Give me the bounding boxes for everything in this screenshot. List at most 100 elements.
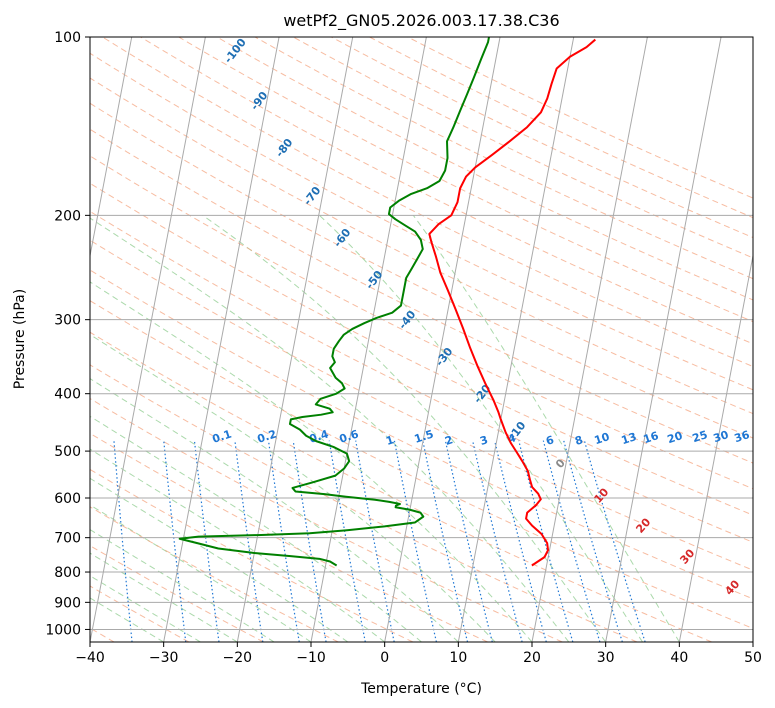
mixing-ratio-lines: [113, 440, 646, 642]
dewpoint-profile-line: [178, 37, 490, 567]
isotherm-line: [605, 37, 722, 642]
x-tick-label: 10: [449, 650, 467, 666]
dry-adiabat: [90, 269, 753, 600]
plot-frame: [89, 36, 754, 643]
isotherm-line: [90, 37, 206, 642]
isotherm-line: [236, 37, 354, 642]
mixing-ratio-label: 16: [642, 429, 661, 446]
dry-adiabat: [139, 37, 753, 345]
dry-adiabat: [90, 52, 753, 391]
mixing-ratio-label: 1.5: [413, 427, 436, 445]
moist-adiabat: [90, 575, 201, 642]
dry-adiabat: [90, 468, 414, 642]
isotherm-line: [90, 37, 133, 259]
mixing-ratio-label: 6: [544, 433, 556, 448]
x-tick-label: −30: [149, 650, 179, 666]
moist-adiabat: [90, 529, 275, 642]
mixing-ratio-line: [518, 440, 574, 642]
pressure-gridlines: [90, 37, 753, 630]
mixing-ratio-line: [113, 440, 133, 642]
moist-adiabat: [412, 215, 680, 642]
chart-title: wetPf2_GN05.2026.003.17.38.C36: [283, 11, 559, 31]
y-tick-label: 1000: [45, 622, 81, 638]
mixing-ratio-line: [444, 440, 493, 642]
dry-adiabat: [90, 182, 753, 516]
mixing-ratio-line: [583, 440, 646, 642]
isotherm-line: [163, 37, 280, 642]
moist-adiabat: [90, 448, 385, 642]
mixing-ratio-line: [292, 440, 327, 642]
isotherm-line: [531, 37, 648, 642]
y-tick-label: 400: [54, 387, 81, 403]
mixing-ratio-line: [472, 440, 523, 642]
mixing-ratio-line: [267, 440, 300, 642]
mixing-ratio-label: 36: [733, 428, 752, 445]
x-tick-label: 40: [670, 650, 688, 666]
y-tick-label: 600: [54, 491, 81, 507]
dry-adiabat: [90, 128, 753, 464]
dry-adiabat: [90, 300, 753, 630]
y-axis-ticks: 1000 900 800 700 600 500 400 300 200 100: [45, 30, 90, 638]
mixing-ratio-line: [193, 440, 220, 642]
y-tick-label: 100: [54, 30, 81, 46]
x-tick-label: −40: [75, 650, 105, 666]
mixing-ratio-line: [328, 440, 366, 642]
moist-adiabat: [90, 597, 164, 642]
x-tick-label: −20: [223, 650, 253, 666]
moist-adiabat: [90, 378, 459, 642]
mixing-ratio-line: [422, 440, 469, 642]
temperature-profile-line: [428, 38, 596, 567]
y-tick-label: 300: [54, 313, 81, 329]
mixing-ratio-label: 13: [620, 430, 639, 447]
mixing-ratio-line: [494, 440, 547, 642]
mixing-ratio-line: [563, 440, 623, 642]
dry-adiabat: [90, 102, 753, 439]
mixing-ratio-label: 8: [573, 433, 584, 448]
moist-adiabat: [90, 504, 312, 642]
y-tick-label: 700: [54, 531, 81, 547]
mixing-ratio-line: [234, 440, 264, 642]
dry-adiabats: [90, 37, 753, 642]
y-tick-label: 800: [54, 565, 81, 581]
dry-adiabat: [90, 77, 753, 415]
isotherm-line: [457, 37, 575, 642]
x-tick-label: −10: [296, 650, 326, 666]
x-tick-label: 30: [597, 650, 615, 666]
moist-adiabat: [319, 214, 643, 642]
plot-area: -100-90-80-70-60-50-40-30-20-100.1 0.2 0.4…: [90, 37, 753, 642]
dry-adiabat: [90, 239, 753, 571]
dry-adiabat: [101, 37, 753, 368]
moist-adiabat: [202, 214, 607, 642]
mixing-ratio-line: [393, 440, 438, 642]
x-tick-label: 20: [523, 650, 541, 666]
x-tick-label: 50: [744, 650, 762, 666]
mixing-ratio-label: 25: [691, 428, 710, 445]
mixing-ratio-label: 10: [593, 430, 612, 447]
x-axis-ticks: −40 −30 −20 −10 0 10 20 30 40 50: [75, 642, 762, 666]
mixing-ratio-label: 0.4: [308, 427, 331, 445]
isotherm-line: [310, 37, 427, 642]
moist-adiabat: [90, 333, 496, 642]
dry-adiabat: [90, 432, 488, 642]
y-tick-label: 500: [54, 444, 81, 460]
mixing-ratio-label: 0.6: [338, 427, 361, 445]
moist-adiabat: [90, 217, 570, 642]
y-axis-label: Pressure (hPa): [12, 289, 28, 389]
profile-series: [178, 37, 596, 567]
skewed-isotherms: [90, 37, 753, 642]
y-tick-label: 200: [54, 208, 81, 224]
x-axis-label: Temperature (°C): [360, 681, 482, 697]
dry-adiabat: [90, 331, 712, 642]
mixing-ratio-label: 4: [506, 431, 518, 446]
mixing-ratio-label: 0.2: [256, 427, 279, 445]
dry-adiabat: [90, 155, 753, 490]
mixing-ratio-label: 3: [478, 433, 489, 448]
mixing-ratio-line: [163, 440, 187, 642]
moist-adiabat: [90, 552, 238, 642]
mixing-ratio-label: 0.1: [211, 427, 234, 445]
mixing-ratio-line: [542, 440, 601, 642]
isotherm-line: [384, 37, 501, 642]
y-tick-label: 900: [54, 595, 81, 611]
